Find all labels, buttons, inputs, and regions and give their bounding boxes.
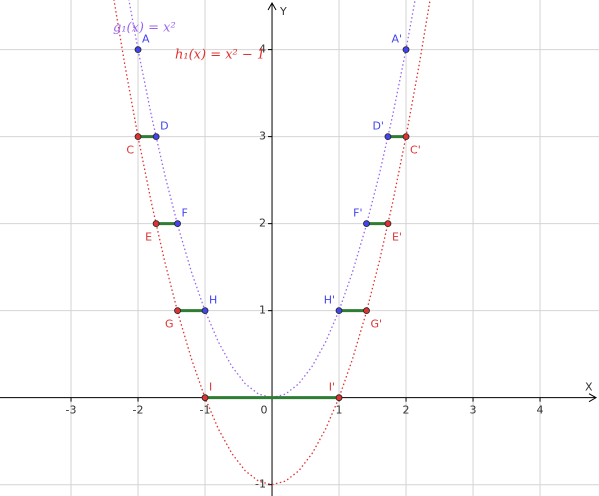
y-tick-label: 3 [259,130,266,143]
point-label: A [142,33,150,46]
x-tick-label: -2 [133,404,144,417]
point-label: E' [392,231,402,244]
point [134,133,142,141]
x-tick-label: -1 [200,404,211,417]
point-label: I [209,381,212,394]
point [152,133,160,141]
point [174,307,181,315]
x-tick-label: 0 [261,404,268,417]
point-label: A' [391,33,402,46]
x-tick-label: -3 [66,404,77,417]
point [152,220,160,228]
point-label: C' [410,144,421,157]
point-label: F' [353,207,362,220]
point-label: C [126,144,134,157]
point-label: D [160,120,168,133]
x-tick-label: 4 [537,404,544,417]
point-label: D' [372,120,384,133]
point [363,307,370,315]
point-label: H [209,294,217,307]
point [335,394,343,402]
point [402,133,410,141]
function-label: h₁(x) = x² − 1 [175,48,265,63]
point [335,307,343,315]
point [201,394,209,402]
point [134,46,142,53]
point-label: H' [324,294,335,307]
x-tick-label: 2 [403,404,410,417]
y-axis-label: Y [279,5,287,18]
point [384,220,392,228]
point [201,307,209,315]
y-tick-label: 2 [259,217,266,230]
y-axis-arrow [267,1,277,11]
x-axis-label: X [585,381,593,394]
function-curve [113,0,431,486]
x-axis-arrow [588,393,598,403]
y-tick-label: 4 [259,43,266,56]
point [384,133,392,141]
point-label: F [182,207,188,220]
x-tick-label: 3 [470,404,477,417]
y-tick-label: 1 [259,304,266,317]
point [174,220,181,228]
point-label: G' [371,318,383,331]
y-tick-label: -1 [255,478,266,491]
x-tick-label: 1 [336,404,343,417]
function-label: g₁(x) = x² [113,21,176,36]
point [363,220,370,228]
overlay: -3 -2 -1 0 1 2 3 4 -1 1 2 3 4 X Yg₁(x) = x² h₁(x) = x² … [66,5,593,491]
point-label: I' [329,381,335,394]
point-label: G [165,318,174,331]
point [402,46,410,53]
point-label: E [145,231,152,244]
